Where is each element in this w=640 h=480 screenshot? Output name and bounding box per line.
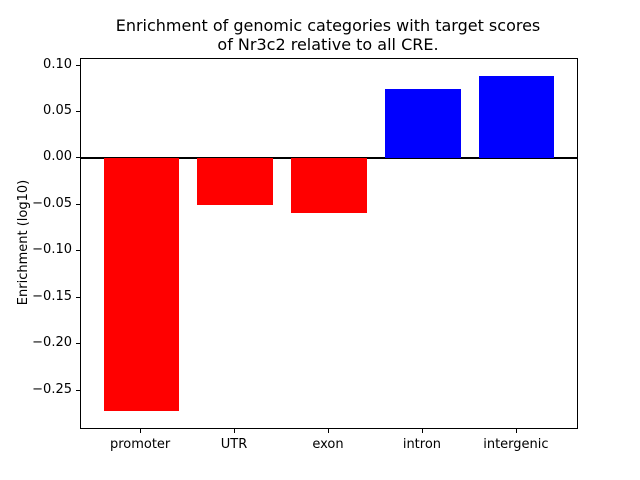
x-tick-UTR	[234, 429, 236, 433]
bar-UTR	[197, 158, 273, 205]
bar-intron	[385, 88, 461, 159]
bar-intergenic	[479, 75, 555, 159]
bar-promoter	[103, 158, 179, 412]
x-tick-label-promoter: promoter	[109, 437, 171, 452]
x-tick-intergenic	[515, 429, 517, 433]
chart-title: Enrichment of genomic categories with ta…	[80, 16, 576, 54]
x-tick-label-intron: intron	[402, 437, 442, 452]
chart-title-line2: of Nr3c2 relative to all CRE.	[217, 35, 439, 54]
bar-exon	[291, 158, 367, 214]
y-tick-label-−0.10: −0.10	[32, 242, 72, 258]
y-tick-label-−0.25: −0.25	[32, 381, 72, 397]
x-tick-label-UTR: UTR	[220, 437, 248, 452]
y-tick-0.10	[76, 64, 80, 66]
y-tick-0.00	[76, 157, 80, 159]
y-tick-−0.05	[76, 203, 80, 205]
y-tick-label-−0.20: −0.20	[32, 335, 72, 351]
x-tick-label-exon: exon	[312, 437, 344, 452]
y-tick-label-0.05: 0.05	[43, 103, 72, 119]
y-tick-0.05	[76, 111, 80, 113]
plot-area	[80, 58, 578, 429]
x-tick-intron	[421, 429, 423, 433]
y-tick-−0.10	[76, 250, 80, 252]
y-tick-label-0.10: 0.10	[43, 56, 72, 72]
y-tick-label-−0.15: −0.15	[32, 288, 72, 304]
y-tick-label-−0.05: −0.05	[32, 195, 72, 211]
y-tick-−0.15	[76, 296, 80, 298]
y-tick-label-0.00: 0.00	[43, 149, 72, 165]
x-tick-label-intergenic: intergenic	[483, 437, 549, 452]
chart-title-line1: Enrichment of genomic categories with ta…	[115, 16, 541, 35]
y-tick-−0.25	[76, 389, 80, 391]
x-tick-exon	[328, 429, 329, 433]
x-tick-promoter	[140, 429, 142, 433]
y-tick-−0.20	[76, 343, 80, 345]
